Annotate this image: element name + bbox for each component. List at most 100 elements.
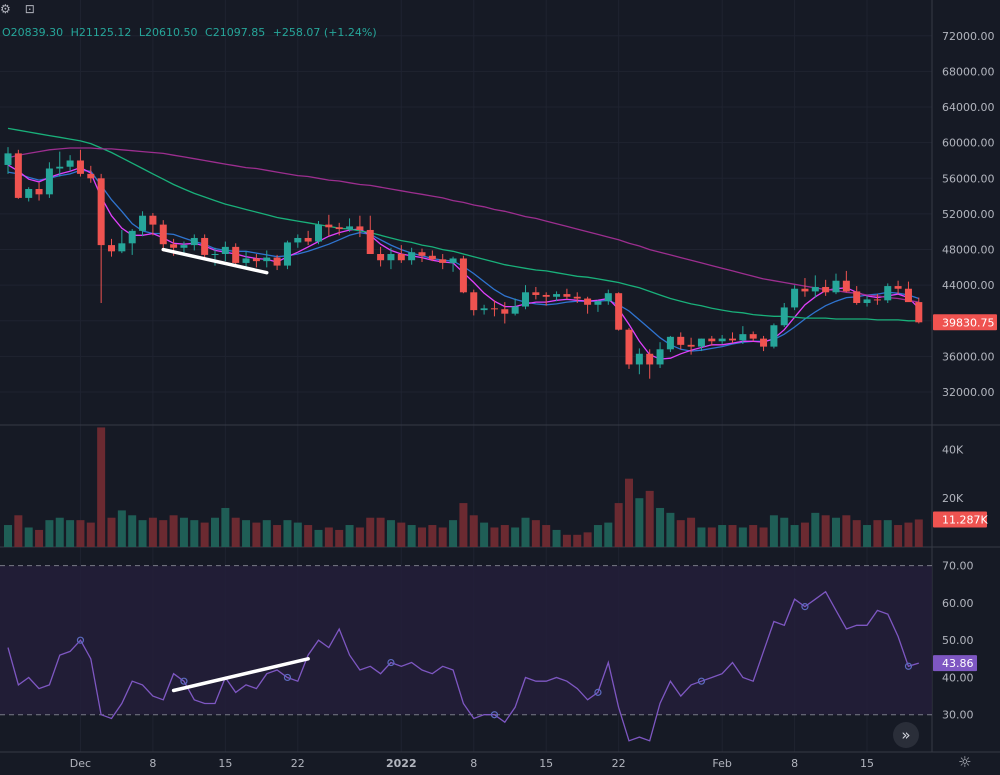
candle-body: [159, 224, 167, 245]
candle-body: [791, 288, 799, 308]
volume-bar: [407, 525, 416, 547]
candle-body: [553, 294, 561, 297]
last-price-badge: [933, 314, 997, 331]
candle-body: [56, 166, 64, 169]
candle-body: [335, 227, 343, 230]
candle-body: [904, 288, 912, 303]
rsi-axis-tick: 40.00: [942, 671, 974, 684]
fast-forward-icon[interactable]: »: [893, 722, 919, 748]
volume-bar: [200, 522, 209, 547]
candle-body: [490, 308, 498, 310]
volume-bar: [428, 525, 437, 547]
time-axis-tick: 8: [149, 757, 156, 770]
volume-bar: [625, 478, 633, 547]
candle-body: [625, 329, 633, 365]
candle-body: [656, 349, 664, 365]
volume-bar: [159, 520, 168, 547]
rsi-axis-tick: 50.00: [942, 634, 974, 647]
volume-bar: [914, 519, 923, 547]
price-axis-tick: 32000.00: [942, 386, 995, 399]
candle-body: [842, 280, 850, 292]
volume-bar: [769, 515, 778, 547]
volume-bar: [542, 525, 551, 547]
screenshot-icon[interactable]: ⊡: [24, 2, 35, 16]
rsi-pivot-marker: [697, 677, 706, 685]
volume-bar: [211, 517, 219, 547]
candle-body: [480, 308, 488, 311]
volume-bar: [821, 515, 830, 547]
candle-body: [242, 258, 250, 263]
top-toolbar: ⚙ ⊡: [0, 0, 35, 18]
candle-body: [170, 244, 178, 248]
candle-body: [884, 286, 892, 301]
candle-body: [45, 168, 53, 195]
rsi-axis-tick: 60.00: [942, 597, 974, 610]
volume-bar: [107, 517, 116, 547]
candle-body: [801, 288, 809, 292]
candle-body: [397, 254, 405, 261]
rsi-pivot-marker: [490, 711, 499, 719]
volume-bar: [293, 522, 302, 547]
candle-body: [439, 259, 447, 263]
volume-bar: [811, 512, 820, 547]
time-axis-tick: 22: [612, 757, 626, 770]
candle-body: [252, 258, 260, 262]
candle-body: [273, 257, 281, 266]
volume-bar: [324, 527, 333, 547]
candle-body: [366, 229, 374, 255]
volume-bar: [562, 534, 571, 547]
volume-bar: [604, 522, 613, 547]
volume-bar: [449, 520, 458, 547]
candle-body: [822, 286, 830, 293]
rsi-last-label: 43.86: [942, 657, 974, 670]
candle-body: [449, 258, 457, 263]
candle-body: [573, 296, 581, 299]
candle-body: [501, 309, 509, 314]
rsi-pivot-marker: [904, 662, 913, 670]
volume-bar: [86, 522, 95, 547]
candle-body: [470, 292, 478, 311]
volume-bar: [645, 490, 654, 547]
candle-body: [356, 226, 364, 230]
candle-body: [263, 257, 271, 262]
volume-bar: [707, 527, 716, 547]
volume-bar: [97, 427, 106, 547]
price-axis-tick: 64000.00: [942, 101, 995, 114]
candle-body: [25, 188, 33, 198]
volume-bar: [148, 517, 157, 547]
rsi-pivot-marker: [387, 658, 395, 667]
candle-body: [677, 336, 685, 345]
volume-bar: [800, 522, 809, 547]
volume-bar: [273, 525, 282, 547]
ohlc-legend: O20839.30 H21125.12 L20610.50 C21097.85 …: [2, 26, 381, 39]
candle-body: [97, 178, 105, 246]
candle-body: [211, 254, 219, 256]
candle-body: [14, 153, 22, 198]
price-axis-tick: 72000.00: [942, 30, 995, 43]
volume-bar: [676, 520, 685, 547]
candle-body: [294, 237, 302, 243]
volume-bar: [500, 525, 509, 547]
last-volume-label: 11.287K: [942, 513, 988, 526]
settings-icon[interactable]: ⚙: [0, 2, 11, 16]
rsi-band-fill: [0, 565, 932, 715]
low-value: L20610.50: [138, 26, 198, 39]
volume-bar: [242, 520, 251, 547]
candle-body: [221, 246, 229, 255]
volume-bar: [190, 520, 199, 547]
candle-body: [853, 291, 861, 303]
volume-bar: [687, 517, 696, 547]
change-value: +258.07 (+1.24%): [272, 26, 377, 39]
gear-icon[interactable]: ☼: [958, 753, 972, 771]
volume-bar: [490, 527, 499, 547]
time-axis-tick: 8: [791, 757, 798, 770]
candle-body: [615, 293, 623, 330]
candle-body: [118, 243, 126, 252]
candle-body: [346, 226, 354, 230]
candle-body: [760, 338, 768, 347]
price-axis-tick: 56000.00: [942, 172, 995, 185]
open-value: O20839.30: [2, 26, 64, 39]
candle-body: [687, 344, 695, 347]
price-axis-tick: 60000.00: [942, 137, 995, 150]
